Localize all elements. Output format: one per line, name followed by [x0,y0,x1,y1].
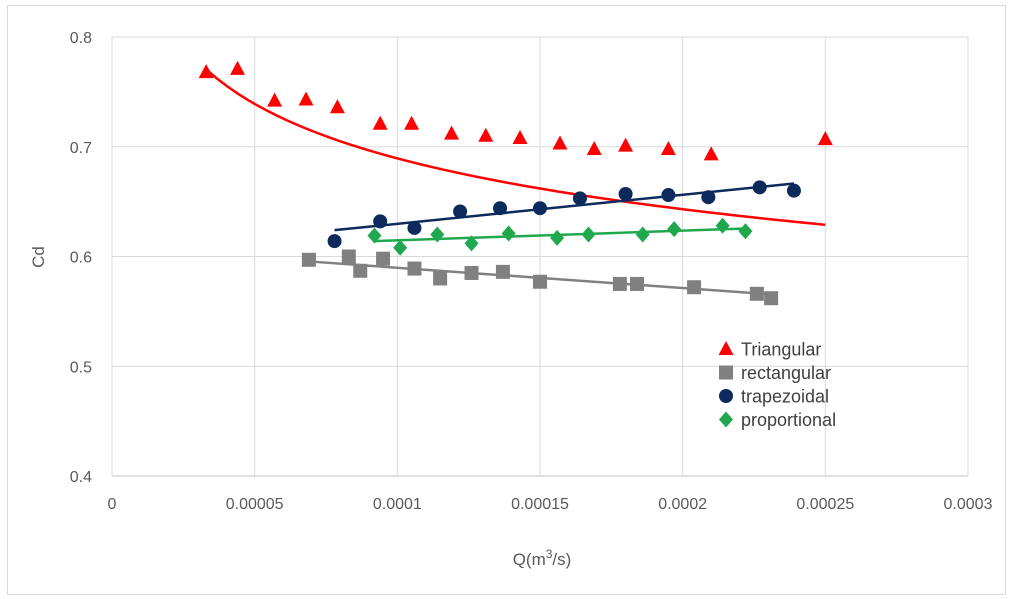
rectangular-point [533,274,547,289]
trapezoidal-point [533,201,547,216]
trapezoidal-point [407,220,422,235]
rectangular-point [353,263,368,278]
triangular-point [198,64,214,79]
legend: Triangular rectangular trapezoidal proporti… [718,340,836,430]
trapezoidal-point [786,183,801,198]
legend-proportional-label: proportional [741,410,836,430]
triangular-point [372,115,388,130]
rectangular-point [612,276,627,291]
y-tick-label: 0.5 [70,359,92,376]
legend-triangular-label: Triangular [741,340,821,360]
triangular-point [586,140,602,155]
legend-triangular-marker [718,341,734,355]
trapezoidal-point [453,204,468,219]
rectangular-point [630,276,645,291]
triangular-point [298,91,314,106]
trendlines [205,68,826,296]
gridlines [111,36,969,477]
trapezoidal-point [572,191,587,206]
rectangular-point [341,249,356,264]
triangular-point [660,140,676,155]
y-tick-label: 0.4 [70,469,92,486]
x-tick-label: 0.0002 [658,496,707,513]
y-tick-label: 0.8 [70,30,92,47]
x-tick-labels: 0 0.00005 0.0001 0.00015 0.0002 0.00025 0.0003 [108,496,993,513]
proportional-point [393,239,408,256]
y-axis-title: Cd [29,246,48,268]
rectangular-point [764,291,779,306]
triangular-point [478,127,494,142]
x-tick-label: 0.00025 [796,496,854,513]
trapezoidal-point [373,214,388,229]
triangular-point [230,60,246,75]
rectangular-point [407,261,422,276]
triangular-trendline [205,68,826,227]
y-tick-label: 0.6 [70,250,92,267]
proportional-point [715,217,730,234]
chart-frame [7,5,1006,595]
rectangular-point [687,280,702,295]
x-axis-title-superscript: 3 [546,547,553,561]
proportional-point [738,223,753,240]
rectangular-point [433,271,448,286]
triangular-point [703,146,719,161]
proportional-point [550,229,565,246]
y-tick-label: 0.7 [70,140,92,157]
trapezoidal-point [493,201,508,216]
proportional-point [501,225,516,242]
triangular-point [618,137,634,152]
x-axis-title-main: Q(m [513,550,546,569]
proportional-point [464,235,479,252]
triangular-point [512,129,528,144]
triangular-point [817,131,833,146]
x-tick-label: 0 [108,496,117,513]
legend-rectangular-marker [719,365,733,380]
triangular-point [552,135,568,150]
proportional-point [581,226,596,243]
rectangular-point [495,264,510,279]
x-axis-title: Q(m3/s) [513,547,572,569]
trapezoidal-point [327,234,342,249]
legend-proportional-marker [719,411,733,428]
legend-trapezoidal-marker [719,389,733,403]
x-axis-title-tail: /s) [552,550,571,569]
x-tick-label: 0.00015 [511,496,569,513]
x-tick-label: 0.0001 [373,496,422,513]
trapezoidal-point [618,186,633,201]
x-tick-label: 0.0003 [944,496,993,513]
rectangular-point [301,252,316,267]
trapezoidal-point [701,190,716,205]
legend-rectangular-label: rectangular [741,363,831,383]
triangular-point [329,99,345,114]
legend-trapezoidal-label: trapezoidal [741,387,829,407]
trapezoidal-point [661,188,676,203]
x-tick-label: 0.00005 [226,496,284,513]
trapezoidal-point [752,180,767,195]
triangular-point [404,115,420,130]
y-tick-labels: 0.4 0.5 0.6 0.7 0.8 [70,30,92,486]
rectangular-point [749,286,764,301]
triangular-point [267,92,283,107]
proportional-point [430,226,445,243]
proportional-point [635,226,650,243]
rectangular-point [464,265,479,280]
proportional-point [367,227,382,244]
proportional-point [667,221,682,238]
rectangular-point [376,251,391,266]
data-points [198,60,833,306]
triangular-point [444,125,460,140]
